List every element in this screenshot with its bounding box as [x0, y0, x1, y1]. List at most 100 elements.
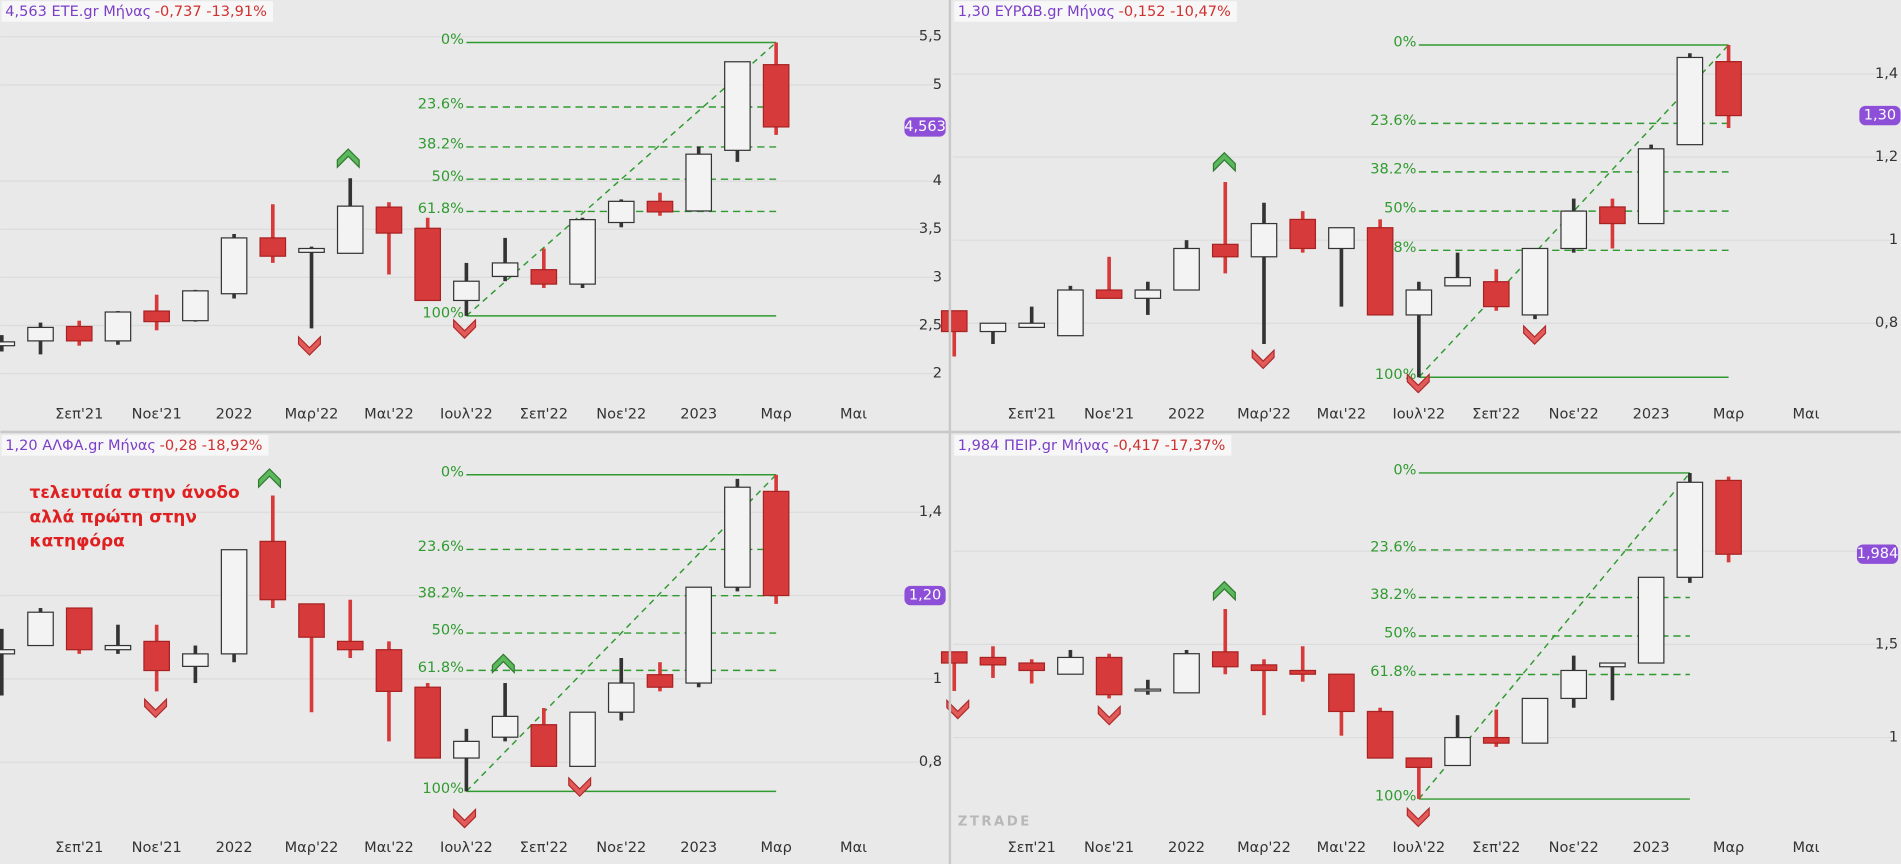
panel: 11,52Σεπ'21Νοε'212022Μαρ'22Μαι'22Ιουλ'22…	[940, 435, 1899, 856]
fib-label: 0%	[441, 32, 464, 48]
title-symbol: 1,984 ΠΕΙΡ.gr Μήνας	[958, 438, 1110, 454]
candle-body	[1095, 656, 1123, 696]
candle-body	[724, 61, 751, 151]
x-tick-label: Ιουλ'22	[440, 840, 493, 856]
x-tick-label: Μαι'22	[1317, 840, 1367, 856]
candle-body	[979, 656, 1007, 666]
candle-body	[0, 649, 16, 655]
fib-label: 61.8%	[1370, 664, 1416, 680]
candle-body	[1715, 61, 1742, 117]
x-tick-label: Μαρ	[1713, 840, 1744, 856]
candle-body	[220, 549, 248, 655]
candle-body	[27, 326, 54, 342]
chart-title: 1,30 ΕΥΡΩΒ.gr Μήνας -0,152 -10,47%	[958, 4, 1231, 20]
x-tick-label: Σεπ'22	[520, 406, 568, 422]
fib-label: 23.6%	[1370, 113, 1416, 129]
title-background	[954, 435, 1232, 456]
candle-body	[1637, 148, 1665, 225]
x-tick-label: Μαι	[1792, 406, 1819, 422]
candle-body	[104, 311, 132, 342]
x-tick-label: 2023	[1633, 406, 1670, 422]
candle-body	[143, 310, 170, 323]
x-tick-label: 2023	[680, 840, 717, 856]
fib-label: 100%	[422, 781, 464, 797]
title-symbol: 1,30 ΕΥΡΩΒ.gr Μήνας	[958, 4, 1115, 20]
candle-body	[65, 607, 93, 651]
candle-body	[491, 715, 519, 738]
x-tick-label: Μαρ	[760, 840, 791, 856]
candle-body	[1173, 247, 1200, 291]
candle-body	[375, 649, 403, 692]
candle-body	[1637, 576, 1665, 664]
title-change: -0,152 -10,47%	[1119, 4, 1231, 20]
chart-title: 4,563 ETE.gr Μήνας -0,737 -13,91%	[5, 4, 267, 20]
candle-body	[1676, 56, 1704, 146]
candle-body	[1366, 227, 1394, 316]
x-tick-label: Μαρ'22	[285, 840, 339, 856]
candle-body	[259, 540, 287, 601]
x-tick-label: Μαρ'22	[1237, 406, 1291, 422]
title-background	[954, 1, 1237, 22]
candle-body	[1018, 322, 1046, 328]
y-tick-label: 1,5	[1875, 636, 1898, 652]
x-tick-label: Νοε'22	[596, 840, 646, 856]
candle-body	[375, 206, 403, 234]
candle-body	[1211, 243, 1239, 258]
candle-body	[1328, 227, 1355, 250]
candle-body	[414, 227, 442, 302]
x-tick-label: Μαρ'22	[285, 406, 339, 422]
x-tick-label: 2022	[1168, 406, 1205, 422]
x-tick-label: 2023	[680, 406, 717, 422]
x-tick-label: Σεπ'22	[1472, 406, 1520, 422]
last-price-label: 1,20	[909, 588, 941, 604]
candle-body	[1328, 673, 1355, 713]
title-background	[1, 1, 274, 22]
candle-body	[1521, 697, 1549, 744]
panel: 0,811,21,4Σεπ'21Νοε'212022Μαρ'22Μαι'22Ιο…	[0, 435, 946, 856]
title-background	[1, 435, 269, 456]
y-tick-label: 2	[933, 366, 942, 382]
y-tick-label: 0,8	[1875, 315, 1898, 331]
fib-label: 61.8%	[418, 201, 464, 217]
candle-body	[1057, 289, 1084, 337]
y-tick-label: 1,4	[919, 504, 942, 520]
candle-body	[646, 200, 674, 213]
annotation: κατηφόρα	[30, 531, 125, 551]
y-tick-label: 1	[933, 671, 942, 687]
candle-body	[1211, 651, 1239, 668]
candle-body	[1405, 757, 1433, 768]
x-tick-label: Μαι'22	[364, 406, 414, 422]
candle-body	[940, 310, 968, 333]
fib-label: 23.6%	[1370, 539, 1416, 555]
candle-body	[1134, 289, 1162, 299]
candle-body	[1057, 656, 1084, 675]
candle-body	[336, 205, 364, 254]
last-price-tag	[904, 117, 946, 137]
candle-body	[491, 262, 519, 278]
y-tick-label: 4	[933, 173, 942, 189]
x-tick-label: Νοε'22	[1549, 406, 1599, 422]
candle-body	[607, 200, 635, 224]
chart-title: 1,984 ΠΕΙΡ.gr Μήνας -0,417 -17,37%	[958, 438, 1226, 454]
candle-body	[414, 686, 442, 759]
fib-label: 0%	[441, 464, 464, 480]
watermark: ZTRADE	[958, 815, 1032, 830]
candle-body	[336, 640, 364, 651]
x-tick-label: Σεπ'21	[1008, 840, 1056, 856]
x-tick-label: Μαι'22	[1317, 406, 1367, 422]
last-price-label: 1,984	[1857, 546, 1899, 562]
x-tick-label: Ιουλ'22	[1393, 406, 1446, 422]
fib-label: 100%	[1375, 367, 1417, 383]
candle-body	[298, 603, 325, 638]
fib-label: 100%	[422, 305, 464, 321]
x-tick-label: Σεπ'22	[1472, 840, 1520, 856]
fib-label: 23.6%	[418, 97, 464, 113]
candle-body	[1482, 736, 1510, 744]
x-tick-label: 2022	[216, 406, 253, 422]
x-tick-label: Νοε'21	[132, 406, 182, 422]
candle-body	[1366, 710, 1394, 759]
fib-label: 50%	[1384, 201, 1416, 217]
x-tick-label: Ιουλ'22	[440, 406, 493, 422]
x-tick-label: Νοε'21	[1084, 406, 1134, 422]
candle-body	[685, 153, 713, 212]
